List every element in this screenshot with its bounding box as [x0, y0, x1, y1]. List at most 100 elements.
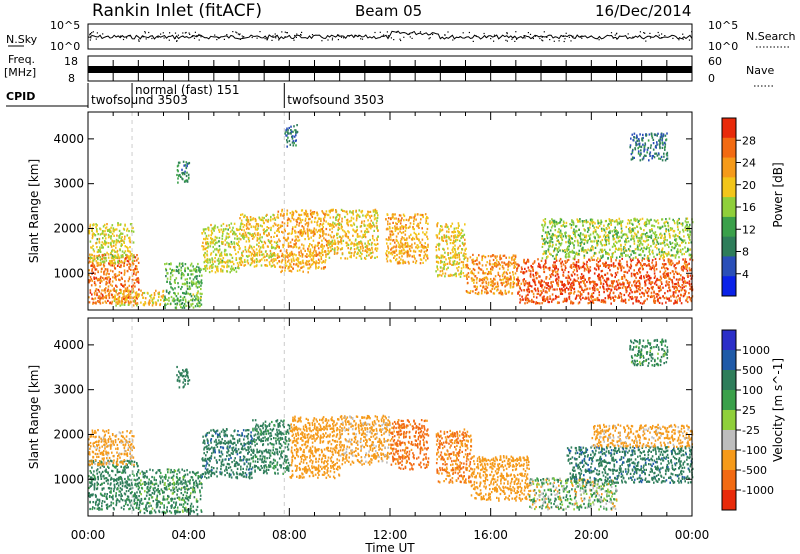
heatmap-cell [350, 252, 353, 255]
heatmap-cell [641, 264, 643, 267]
heatmap-cell [643, 263, 646, 266]
heatmap-cell [641, 257, 644, 260]
heatmap-cell [646, 271, 649, 274]
heatmap-cell [621, 298, 623, 301]
heatmap-cell [314, 244, 317, 247]
heatmap-cell [210, 253, 212, 256]
heatmap-cell [198, 301, 201, 305]
heatmap-cell [296, 235, 299, 238]
heatmap-cell [238, 240, 240, 243]
heatmap-cell [666, 297, 669, 300]
noise-search-dot [294, 34, 296, 37]
heatmap-cell [186, 171, 188, 174]
heatmap-cell [552, 274, 554, 277]
heatmap-cell [348, 220, 351, 223]
heatmap-cell [298, 253, 300, 256]
heatmap-cell [330, 249, 333, 252]
heatmap-cell [557, 301, 559, 304]
heatmap-cell [320, 217, 322, 220]
heatmap-cell [290, 260, 293, 263]
heatmap-cell [228, 235, 231, 238]
heatmap-cell [672, 294, 674, 297]
heatmap-cell [508, 277, 511, 280]
heatmap-cell [629, 281, 631, 284]
heatmap-cell [102, 263, 105, 266]
heatmap-cell [481, 264, 484, 267]
heatmap-cell [170, 286, 172, 289]
heatmap-cell [569, 235, 571, 238]
heatmap-cell [259, 259, 261, 262]
heatmap-cell [118, 300, 120, 303]
heatmap-cell [262, 243, 264, 247]
heatmap-cell [630, 219, 632, 222]
heatmap-cell [93, 280, 96, 284]
heatmap-cell [332, 224, 334, 227]
heatmap-cell [141, 292, 144, 295]
heatmap-cell [301, 253, 304, 256]
heatmap-cell [421, 227, 423, 230]
heatmap-cell [650, 236, 653, 240]
heatmap-cell [615, 285, 617, 288]
heatmap-cell [493, 287, 496, 290]
heatmap-cell [681, 222, 684, 225]
heatmap-cell [563, 284, 566, 287]
heatmap-cell [327, 252, 330, 255]
heatmap-cell [501, 293, 504, 296]
heatmap-cell [500, 257, 503, 260]
heatmap-cell [389, 242, 392, 245]
heatmap-cell [340, 257, 342, 260]
heatmap-cell [617, 262, 620, 265]
heatmap-cell [617, 296, 619, 299]
heatmap-cell [570, 291, 573, 295]
heatmap-cell [330, 224, 332, 227]
heatmap-cell [99, 285, 101, 288]
heatmap-cell [284, 266, 286, 269]
heatmap-cell [272, 213, 274, 216]
heatmap-cell [492, 285, 494, 288]
heatmap-cell [415, 234, 418, 237]
heatmap-cell [597, 261, 600, 264]
heatmap-cell [659, 287, 662, 290]
heatmap-cell [164, 302, 166, 305]
heatmap-cell [103, 223, 106, 226]
heatmap-cell [654, 282, 656, 285]
heatmap-cell [492, 280, 494, 283]
heatmap-cell [128, 257, 130, 260]
heatmap-cell [203, 230, 205, 233]
noise-search-dot [403, 36, 405, 38]
heatmap-cell [138, 288, 140, 291]
heatmap-cell [559, 262, 562, 265]
heatmap-cell [512, 273, 515, 276]
heatmap-cell [104, 268, 107, 271]
heatmap-cell [648, 288, 650, 291]
heatmap-cell [295, 238, 297, 241]
heatmap-cell [292, 254, 294, 257]
heatmap-cell [110, 302, 113, 305]
heatmap-cell [648, 259, 650, 263]
heatmap-cell [413, 249, 415, 252]
heatmap-cell [597, 277, 600, 280]
noise-search-dot [658, 34, 660, 36]
noise-search-dot [284, 31, 286, 33]
heatmap-cell [202, 228, 205, 231]
heatmap-cell [236, 262, 239, 265]
heatmap-cell [648, 235, 651, 238]
noise-search-dot [444, 34, 446, 36]
heatmap-cell [393, 217, 396, 220]
heatmap-cell [221, 234, 224, 237]
heatmap-cell [356, 228, 358, 231]
heatmap-cell [558, 231, 561, 234]
heatmap-cell [320, 228, 322, 231]
heatmap-cell [103, 289, 105, 292]
heatmap-cell [108, 294, 110, 297]
heatmap-cell [448, 230, 450, 234]
heatmap-cell [91, 269, 93, 272]
heatmap-cell [130, 268, 132, 271]
heatmap-cell [92, 260, 94, 263]
noise-right-tick-top: 10^5 [708, 19, 738, 32]
heatmap-cell [106, 276, 109, 279]
heatmap-cell [517, 276, 519, 279]
heatmap-cell [562, 283, 564, 287]
heatmap-cell [580, 285, 582, 288]
heatmap-cell [216, 236, 218, 239]
